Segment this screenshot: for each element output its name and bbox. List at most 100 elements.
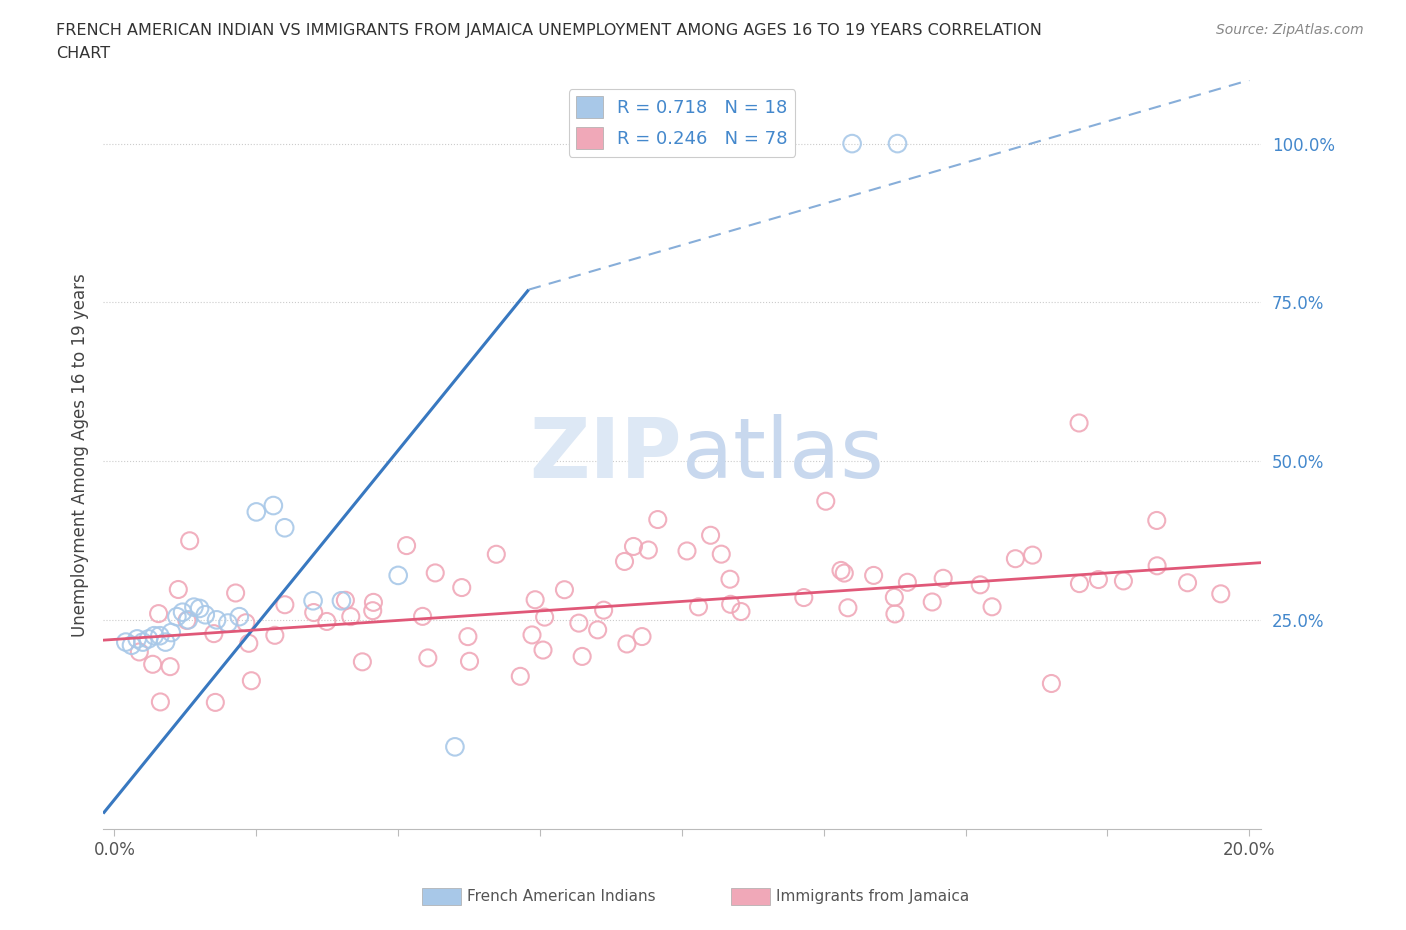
Text: Source: ZipAtlas.com: Source: ZipAtlas.com [1216, 23, 1364, 37]
Point [718, 572, 741, 587]
Point [1021, 548, 1043, 563]
Point [335, 592, 357, 607]
Point [238, 636, 260, 651]
Point [592, 603, 614, 618]
Point [194, 607, 217, 622]
Legend: R = 0.718   N = 18, R = 0.246   N = 78: R = 0.718 N = 18, R = 0.246 N = 78 [568, 89, 796, 156]
Point [352, 655, 374, 670]
Point [793, 591, 815, 605]
Point [1146, 513, 1168, 528]
Point [1209, 587, 1232, 602]
Point [647, 512, 669, 527]
Point [205, 613, 228, 628]
Point [361, 604, 384, 618]
Point [623, 539, 645, 554]
Point [1067, 416, 1090, 431]
Point [425, 565, 447, 580]
Point [1177, 576, 1199, 591]
Text: atlas: atlas [682, 414, 883, 496]
Point [509, 669, 531, 684]
Point [841, 136, 863, 151]
Point [235, 616, 257, 631]
Point [416, 650, 439, 665]
Point [228, 609, 250, 624]
Point [699, 528, 721, 543]
Point [149, 629, 172, 644]
Point [149, 695, 172, 710]
Point [571, 649, 593, 664]
Point [616, 636, 638, 651]
Point [172, 604, 194, 619]
Point [883, 590, 905, 604]
Point [225, 586, 247, 601]
Point [138, 631, 160, 646]
Point [884, 606, 907, 621]
Point [730, 604, 752, 619]
Point [330, 593, 353, 608]
Point [395, 538, 418, 553]
Point [450, 580, 472, 595]
Y-axis label: Unemployment Among Ages 16 to 19 years: Unemployment Among Ages 16 to 19 years [72, 272, 89, 637]
Point [339, 609, 361, 624]
Text: ZIP: ZIP [530, 414, 682, 496]
Point [412, 609, 434, 624]
Point [121, 638, 143, 653]
Point [862, 568, 884, 583]
Point [148, 606, 170, 621]
Point [128, 644, 150, 659]
Point [1069, 577, 1091, 591]
Point [166, 609, 188, 624]
Point [315, 614, 337, 629]
Point [710, 547, 733, 562]
Point [387, 568, 409, 583]
Point [159, 659, 181, 674]
Point [969, 578, 991, 592]
Point [167, 582, 190, 597]
Point [444, 739, 467, 754]
Point [457, 630, 479, 644]
Point [127, 631, 149, 646]
Point [143, 629, 166, 644]
Point [188, 601, 211, 616]
Point [688, 600, 710, 615]
Point [932, 571, 955, 586]
Text: French American Indians: French American Indians [467, 889, 655, 904]
Point [1112, 574, 1135, 589]
Point [637, 542, 659, 557]
Point [177, 613, 200, 628]
Text: Immigrants from Jamaica: Immigrants from Jamaica [776, 889, 969, 904]
Point [262, 498, 284, 513]
Point [553, 582, 575, 597]
Text: FRENCH AMERICAN INDIAN VS IMMIGRANTS FROM JAMAICA UNEMPLOYMENT AMONG AGES 16 TO : FRENCH AMERICAN INDIAN VS IMMIGRANTS FRO… [56, 23, 1042, 38]
Point [485, 547, 508, 562]
Point [896, 575, 918, 590]
Point [814, 494, 837, 509]
Point [273, 520, 295, 535]
Point [832, 565, 855, 580]
Point [921, 594, 943, 609]
Point [302, 605, 325, 620]
Point [458, 654, 481, 669]
Point [1004, 551, 1026, 566]
Point [520, 628, 543, 643]
Point [114, 634, 136, 649]
Point [1040, 676, 1063, 691]
Point [245, 504, 267, 519]
Point [179, 533, 201, 548]
Point [142, 657, 165, 671]
Point [204, 695, 226, 710]
Point [524, 592, 547, 607]
Point [586, 622, 609, 637]
Point [837, 601, 859, 616]
Point [155, 634, 177, 649]
Point [263, 628, 285, 643]
Point [568, 616, 591, 631]
Point [981, 599, 1004, 614]
Point [183, 600, 205, 615]
Point [631, 629, 654, 644]
Point [240, 673, 263, 688]
Point [533, 610, 555, 625]
Point [1087, 572, 1109, 587]
Point [274, 597, 297, 612]
Point [202, 626, 225, 641]
